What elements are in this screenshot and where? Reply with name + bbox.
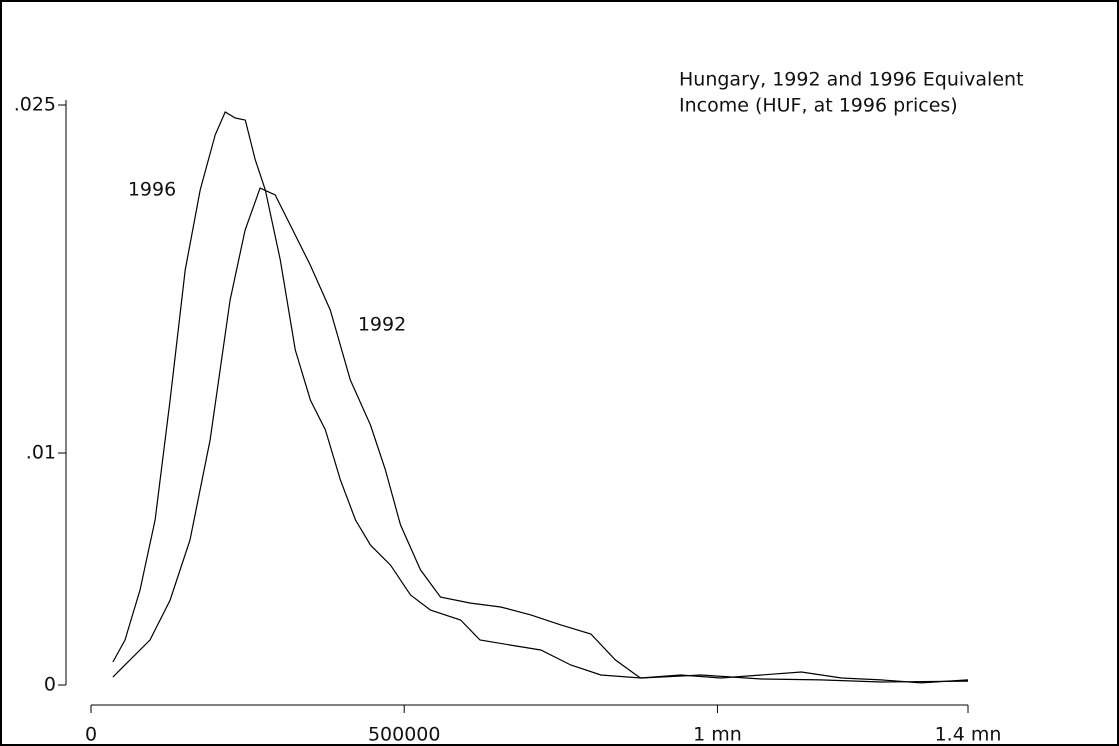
x-tick-label: 1.4 mn [935, 724, 1002, 746]
x-tick-label: 1 mn [693, 724, 742, 746]
data-line [112, 111, 969, 683]
series-label: 1996 [128, 179, 176, 201]
x-tick-label: 500000 [368, 724, 441, 746]
x-tick-label: 0 [85, 724, 97, 746]
y-tick-label: .01 [26, 442, 56, 464]
chart-title: Hungary, 1992 and 1996 Equivalent [679, 69, 1024, 91]
chart-title: Income (HUF, at 1996 prices) [679, 95, 958, 117]
data-line [112, 187, 969, 684]
series-label: 1992 [358, 314, 406, 336]
y-tick-label: 0 [44, 674, 56, 696]
y-tick-label: .025 [14, 94, 56, 116]
